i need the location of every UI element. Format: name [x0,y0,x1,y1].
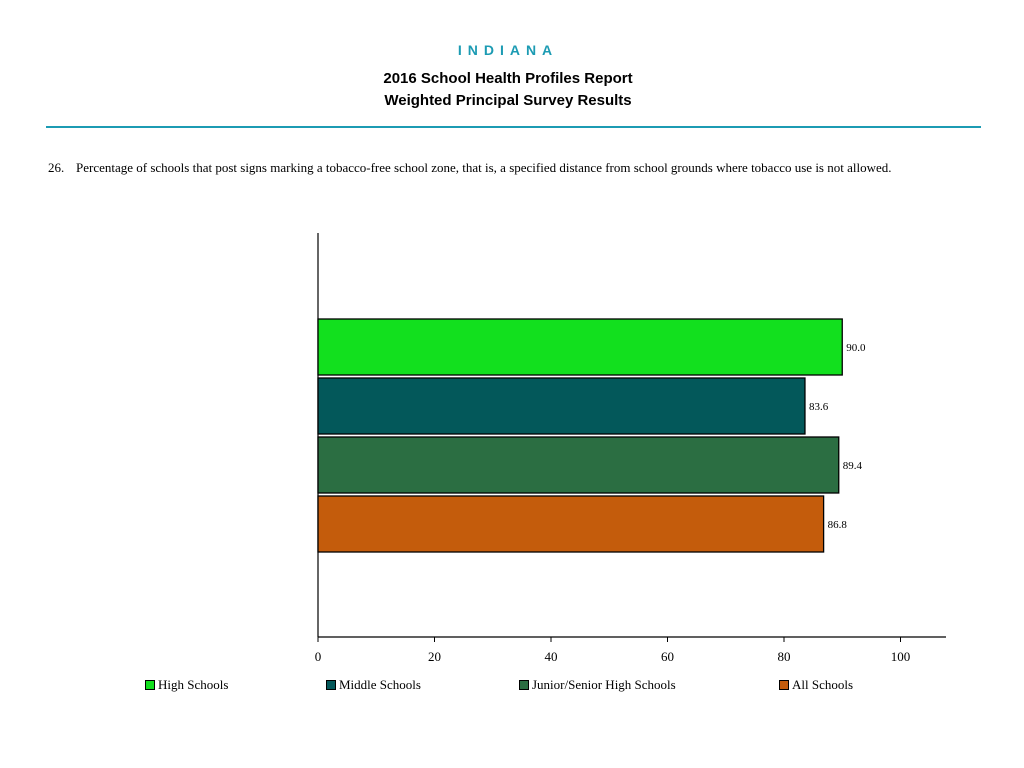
legend-swatch [519,680,529,690]
x-tick-label: 80 [778,649,791,664]
legend-label: Junior/Senior High Schools [532,677,676,692]
legend-label: High Schools [158,677,229,692]
legend-swatch [145,680,155,690]
bar [317,377,806,435]
legend-swatch [326,680,336,690]
bar-value-label: 89.4 [843,460,863,472]
bar [317,495,825,553]
chart-legend: High Schools Middle Schools Junior/Senior … [0,677,1024,697]
report-title: 2016 School Health Profiles Report [383,70,633,87]
state-title: INDIANA [457,42,559,58]
bar-value-label: 86.8 [828,519,848,531]
bar-value-label: 90.0 [846,342,866,354]
question-number: 26. [48,160,65,175]
bar [317,436,840,494]
legend-item: High Schools [145,677,228,693]
question-text: Percentage of schools that post signs ma… [76,160,892,175]
bar-value-label: 83.6 [809,401,829,413]
legend-item: All Schools [779,677,853,693]
legend-item: Junior/Senior High Schools [519,677,676,693]
x-tick-label: 60 [661,649,674,664]
x-tick-label: 0 [315,649,322,664]
header-divider [46,126,981,128]
legend-item: Middle Schools [326,677,421,693]
question-text-block: 26. Percentage of schools that post signs… [48,160,988,176]
report-subtitle: Weighted Principal Survey Results [384,92,632,109]
legend-label: Middle Schools [339,677,421,692]
bar [317,318,843,376]
x-tick-label: 20 [428,649,441,664]
x-tick-label: 100 [891,649,911,664]
x-tick-label: 40 [545,649,558,664]
legend-swatch [779,680,789,690]
legend-label: All Schools [792,677,854,692]
